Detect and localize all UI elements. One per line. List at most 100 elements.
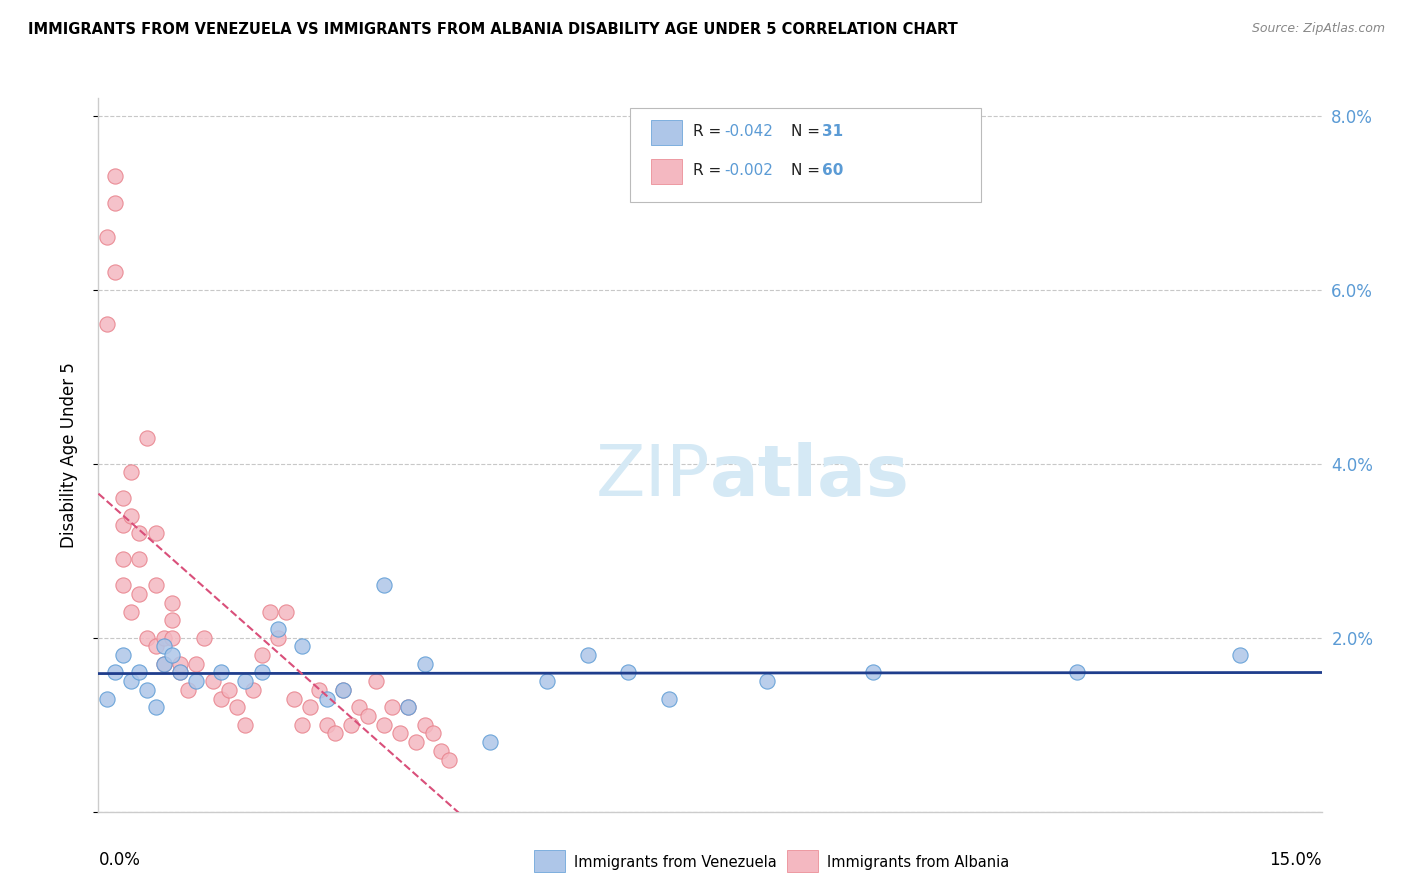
Point: [160, 631, 183, 645]
Text: R =: R =: [693, 163, 725, 178]
Text: IMMIGRANTS FROM VENEZUELA VS IMMIGRANTS FROM ALBANIA DISABILITY AGE UNDER 5 CORR: IMMIGRANTS FROM VENEZUELA VS IMMIGRANTS …: [28, 22, 957, 37]
Point: [299, 700, 322, 714]
Text: 15.0%: 15.0%: [1270, 851, 1322, 869]
Point: [120, 674, 142, 689]
Point: [862, 665, 884, 680]
Point: [169, 665, 191, 680]
Point: [323, 726, 346, 740]
Point: [478, 735, 501, 749]
Point: [242, 682, 264, 697]
Point: [233, 674, 256, 689]
Point: [576, 648, 599, 662]
Point: [96, 318, 118, 332]
Point: [364, 674, 387, 689]
Point: [193, 631, 215, 645]
Point: [381, 700, 404, 714]
Point: [356, 709, 378, 723]
Point: [120, 508, 142, 523]
Point: [349, 700, 371, 714]
Point: [413, 657, 436, 671]
Point: [218, 682, 240, 697]
Point: [291, 640, 314, 654]
Point: [250, 648, 273, 662]
Point: [209, 691, 232, 706]
Y-axis label: Disability Age Under 5: Disability Age Under 5: [59, 362, 77, 548]
Point: [756, 674, 779, 689]
Point: [373, 717, 395, 731]
Point: [104, 169, 127, 184]
Point: [152, 631, 174, 645]
Point: [136, 682, 159, 697]
Point: [111, 648, 134, 662]
Point: [291, 717, 314, 731]
Text: -0.002: -0.002: [724, 163, 773, 178]
Point: [145, 640, 167, 654]
Text: Immigrants from Albania: Immigrants from Albania: [827, 855, 1010, 870]
Point: [186, 657, 208, 671]
Point: [274, 605, 297, 619]
Point: [209, 665, 232, 680]
Point: [145, 526, 167, 541]
Point: [152, 657, 174, 671]
Point: [396, 700, 419, 714]
Point: [111, 491, 134, 506]
Point: [177, 682, 200, 697]
Point: [308, 682, 330, 697]
Point: [430, 744, 453, 758]
Point: [267, 622, 290, 636]
Point: [226, 700, 249, 714]
Point: [111, 552, 134, 566]
Point: [120, 605, 142, 619]
Point: [536, 674, 558, 689]
Point: [152, 640, 174, 654]
Point: [373, 578, 395, 592]
Text: N =: N =: [792, 124, 825, 139]
Point: [1229, 648, 1251, 662]
Point: [267, 631, 290, 645]
Point: [96, 691, 118, 706]
Point: [152, 657, 174, 671]
Text: 31: 31: [823, 124, 844, 139]
Point: [160, 596, 183, 610]
Point: [422, 726, 444, 740]
Point: [136, 631, 159, 645]
Point: [136, 430, 159, 444]
Text: -0.042: -0.042: [724, 124, 773, 139]
Point: [128, 526, 150, 541]
Point: [128, 665, 150, 680]
Point: [658, 691, 681, 706]
Point: [169, 657, 191, 671]
Text: Source: ZipAtlas.com: Source: ZipAtlas.com: [1251, 22, 1385, 36]
Point: [104, 195, 127, 210]
Point: [332, 682, 354, 697]
Point: [315, 717, 337, 731]
Point: [104, 265, 127, 279]
Point: [128, 587, 150, 601]
Point: [160, 613, 183, 627]
Point: [233, 717, 256, 731]
Point: [340, 717, 363, 731]
Point: [120, 466, 142, 480]
Point: [96, 230, 118, 244]
Text: ZIP: ZIP: [596, 442, 710, 511]
Point: [396, 700, 419, 714]
Text: 0.0%: 0.0%: [98, 851, 141, 869]
Text: N =: N =: [792, 163, 825, 178]
Point: [104, 665, 127, 680]
Point: [332, 682, 354, 697]
Text: 60: 60: [823, 163, 844, 178]
Point: [617, 665, 640, 680]
Point: [111, 517, 134, 532]
Point: [169, 665, 191, 680]
Point: [111, 578, 134, 592]
Point: [413, 717, 436, 731]
Point: [389, 726, 412, 740]
Point: [201, 674, 224, 689]
Point: [405, 735, 427, 749]
Point: [128, 552, 150, 566]
Text: atlas: atlas: [710, 442, 910, 511]
Text: Immigrants from Venezuela: Immigrants from Venezuela: [574, 855, 776, 870]
Point: [160, 648, 183, 662]
Point: [250, 665, 273, 680]
Point: [437, 752, 460, 766]
